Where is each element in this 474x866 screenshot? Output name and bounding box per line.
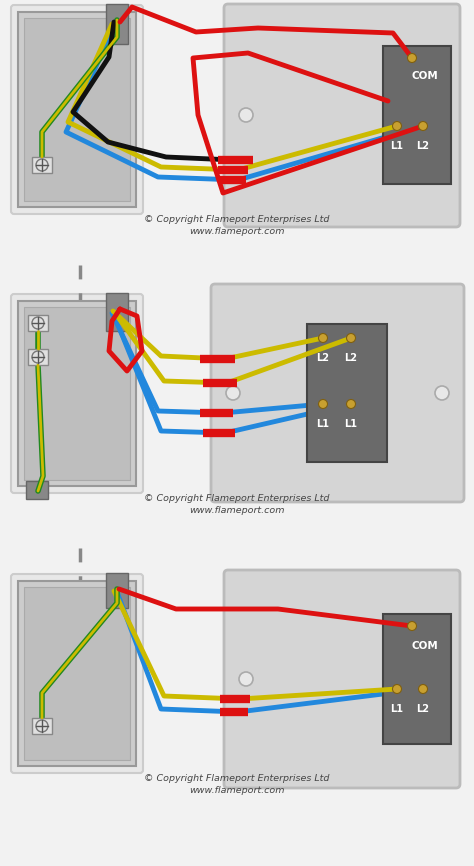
Bar: [307, 324, 387, 462]
FancyBboxPatch shape: [18, 12, 136, 207]
FancyBboxPatch shape: [224, 4, 460, 227]
Circle shape: [346, 333, 356, 342]
Circle shape: [431, 108, 445, 122]
Circle shape: [431, 672, 445, 686]
Text: © Copyright Flameport Enterprises Ltd
www.flameport.com: © Copyright Flameport Enterprises Ltd ww…: [144, 494, 330, 514]
Circle shape: [419, 684, 428, 694]
Text: L2: L2: [345, 353, 357, 363]
Circle shape: [226, 386, 240, 400]
FancyBboxPatch shape: [11, 5, 143, 214]
Bar: [106, 4, 128, 44]
Circle shape: [435, 386, 449, 400]
Circle shape: [346, 399, 356, 409]
Text: L2: L2: [417, 141, 429, 151]
FancyBboxPatch shape: [24, 587, 130, 760]
Text: COM: COM: [411, 641, 438, 651]
FancyBboxPatch shape: [211, 284, 464, 502]
Text: L1: L1: [391, 141, 403, 151]
Circle shape: [408, 54, 417, 62]
Circle shape: [419, 121, 428, 131]
Bar: [26, 481, 48, 499]
Text: COM: COM: [411, 71, 438, 81]
Bar: [383, 46, 451, 184]
FancyBboxPatch shape: [18, 301, 136, 486]
Circle shape: [392, 684, 401, 694]
Text: © Copyright Flameport Enterprises Ltd
www.flameport.com: © Copyright Flameport Enterprises Ltd ww…: [144, 215, 330, 236]
Bar: [106, 293, 128, 331]
FancyBboxPatch shape: [11, 574, 143, 773]
Bar: [32, 157, 52, 173]
Text: L1: L1: [391, 704, 403, 714]
Text: L1: L1: [345, 419, 357, 429]
FancyBboxPatch shape: [18, 581, 136, 766]
Text: © Copyright Flameport Enterprises Ltd
www.flameport.com: © Copyright Flameport Enterprises Ltd ww…: [144, 774, 330, 795]
FancyBboxPatch shape: [24, 307, 130, 480]
Bar: [32, 718, 52, 734]
Text: L2: L2: [317, 353, 329, 363]
Circle shape: [319, 333, 328, 342]
Circle shape: [319, 399, 328, 409]
Circle shape: [239, 672, 253, 686]
Text: L2: L2: [417, 704, 429, 714]
Bar: [28, 315, 48, 331]
Circle shape: [239, 108, 253, 122]
FancyBboxPatch shape: [224, 570, 460, 788]
Bar: [28, 349, 48, 365]
Bar: [106, 573, 128, 608]
Bar: [383, 614, 451, 744]
Text: L1: L1: [317, 419, 329, 429]
FancyBboxPatch shape: [11, 294, 143, 493]
FancyBboxPatch shape: [24, 18, 130, 201]
Circle shape: [392, 121, 401, 131]
Circle shape: [408, 622, 417, 630]
